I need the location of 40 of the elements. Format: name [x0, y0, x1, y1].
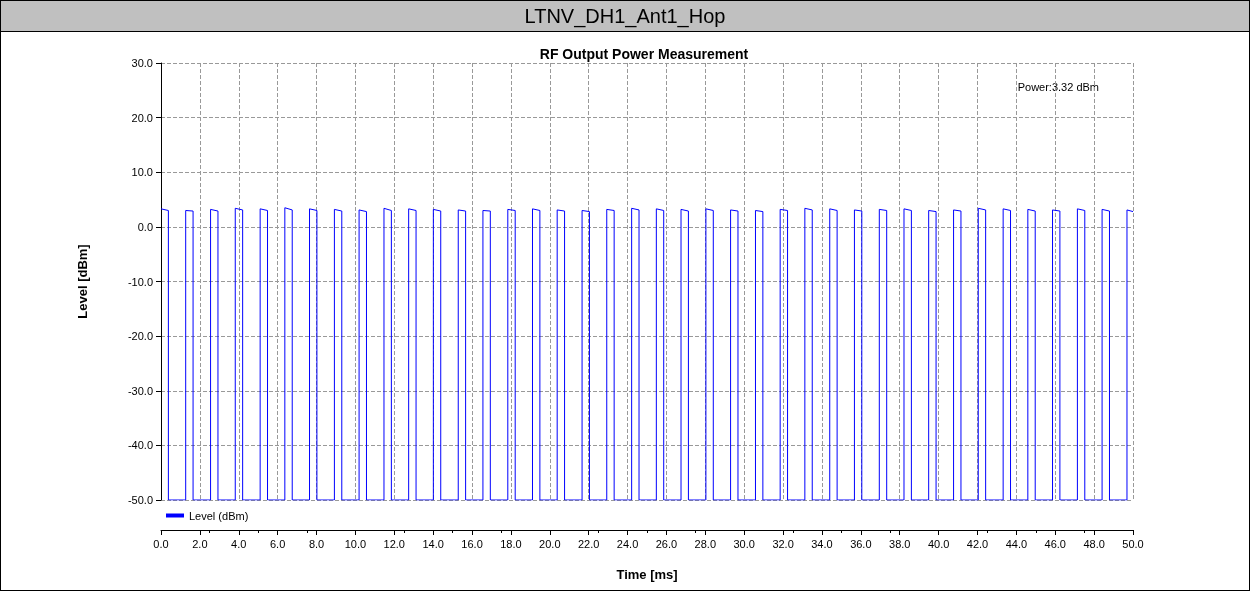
y-tick-label: -30.0: [127, 384, 153, 397]
legend-label: Level (dBm): [189, 509, 249, 522]
x-tick-label: 0.0: [153, 537, 169, 550]
x-tick-label: 14.0: [422, 537, 444, 550]
x-tick-label: 18.0: [500, 537, 522, 550]
y-tick-label: -10.0: [127, 275, 153, 288]
x-tick-label: 44.0: [1005, 537, 1028, 550]
x-tick-label: 10.0: [344, 537, 367, 550]
y-tick-label: 0.0: [137, 220, 153, 233]
y-tick-label: -50.0: [127, 494, 153, 506]
x-tick-label: 46.0: [1044, 537, 1066, 550]
x-tick-label: 22.0: [577, 537, 600, 550]
x-tick-label: 40.0: [927, 537, 950, 550]
x-axis-title: Time [ms]: [616, 567, 678, 582]
x-tick-label: 48.0: [1083, 537, 1105, 550]
chart-subtitle: RF Output Power Measurement: [539, 46, 749, 62]
x-tick-label: 42.0: [966, 537, 989, 550]
y-axis-title: Level [dBm]: [75, 244, 90, 319]
x-tick-label: 20.0: [539, 537, 561, 550]
y-tick-label: 30.0: [131, 57, 153, 69]
x-tick-label: 34.0: [811, 537, 833, 550]
x-tick-label: 26.0: [655, 537, 678, 550]
x-tick-label: 32.0: [772, 537, 794, 550]
x-tick-label: 12.0: [383, 537, 405, 550]
y-tick-label: -40.0: [127, 439, 153, 452]
x-tick-label: 2.0: [192, 537, 208, 550]
y-tick-label: -20.0: [127, 330, 153, 343]
x-tick-label: 24.0: [616, 537, 639, 550]
x-tick-label: 38.0: [889, 537, 911, 550]
y-tick-label: 20.0: [131, 111, 153, 124]
x-tick-label: 36.0: [850, 537, 872, 550]
x-tick-label: 28.0: [694, 537, 717, 550]
chart-title: LTNV_DH1_Ant1_Hop: [1, 1, 1249, 32]
x-tick-label: 30.0: [733, 537, 755, 550]
x-tick-label: 8.0: [308, 537, 325, 550]
x-tick-label: 6.0: [269, 537, 286, 550]
x-tick-label: 4.0: [231, 537, 247, 550]
x-tick-label: 50.0: [1122, 537, 1144, 550]
x-tick-label: 16.0: [461, 537, 483, 550]
y-tick-label: 10.0: [131, 166, 153, 179]
